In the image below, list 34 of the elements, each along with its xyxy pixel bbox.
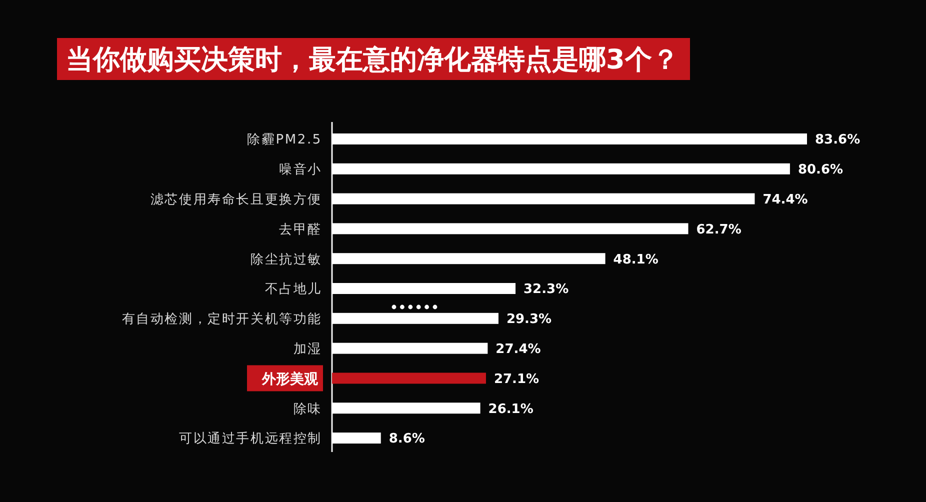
y-tick-label: 除味 xyxy=(293,402,322,417)
bar xyxy=(332,193,755,204)
y-tick-label: 有自动检测，定时开关机等功能 xyxy=(122,312,322,328)
bar xyxy=(332,163,790,174)
data-label: 32.3% xyxy=(524,282,569,298)
y-tick-label: 去甲醛 xyxy=(279,222,322,238)
data-label: 8.6% xyxy=(388,432,425,447)
data-label: 48.1% xyxy=(613,252,658,268)
data-label: 83.6% xyxy=(815,132,860,148)
data-label: 62.7% xyxy=(696,222,742,238)
y-tick-label: 可以通过手机远程控制 xyxy=(179,432,322,447)
data-label: 80.6% xyxy=(798,162,844,178)
bar xyxy=(332,312,498,324)
bar xyxy=(332,402,480,414)
data-label: 29.3% xyxy=(506,312,552,328)
bar xyxy=(332,372,486,384)
bar xyxy=(332,342,488,354)
y-tick-label: 不占地儿 xyxy=(264,282,322,298)
bar xyxy=(332,253,606,264)
bar xyxy=(332,133,807,144)
y-tick-label: 加湿 xyxy=(293,342,322,357)
bar xyxy=(332,283,516,294)
y-tick-label: 除尘抗过敏 xyxy=(250,252,322,268)
data-label: 74.4% xyxy=(762,192,808,208)
y-tick-label: 滤芯使用寿命长且更换方便 xyxy=(150,191,322,208)
y-tick-label: 除霾PM2.5 xyxy=(247,132,322,148)
bar xyxy=(332,223,688,234)
data-label: 27.4% xyxy=(496,342,541,357)
data-label: 27.1% xyxy=(494,372,540,387)
y-tick-label: 外形美观 xyxy=(261,370,319,388)
chart-title: 当你做购买决策时，最在意的净化器特点是哪3个？ xyxy=(66,44,679,76)
y-tick-label: 噪音小 xyxy=(279,162,322,178)
data-label: 26.1% xyxy=(488,402,534,417)
bar xyxy=(332,432,381,444)
